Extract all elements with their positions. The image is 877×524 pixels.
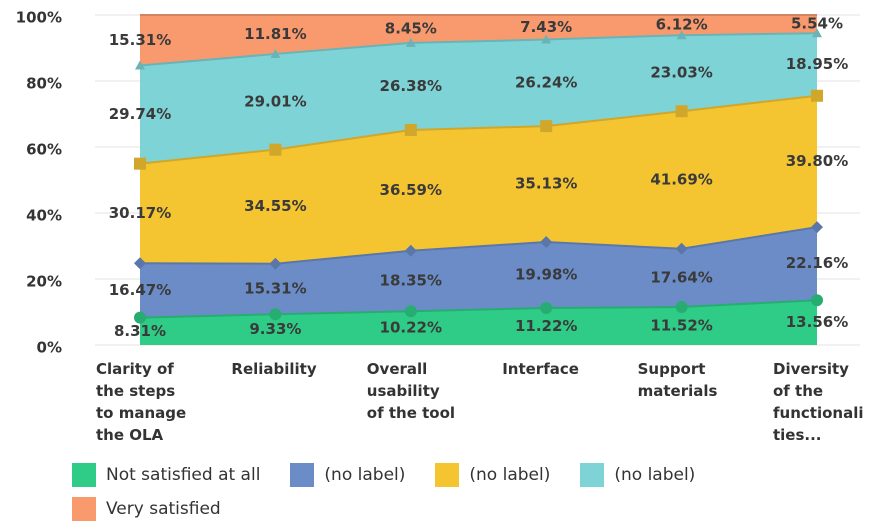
legend-item: Very satisfied [72,496,221,522]
area [140,95,817,264]
marker [811,294,823,307]
marker [270,48,281,58]
value-label: 41.69% [650,170,712,188]
legend-swatch [435,463,460,487]
marker [269,257,282,270]
value-label: 30.17% [109,204,171,222]
marker [404,123,417,136]
marker [540,120,553,133]
area [140,33,817,164]
area-line [139,226,818,265]
y-tick-label: 60% [26,141,62,159]
value-label: 8.45% [385,19,437,37]
x-tick-label: Diversity of the functionalities... [773,360,864,444]
legend-label: Very satisfied [106,499,221,519]
value-label: 13.56% [786,313,848,331]
marker [135,60,145,70]
x-tick-label: Clarity of the steps to manage the OLA [96,360,187,444]
marker [269,308,282,321]
value-label: 15.31% [244,279,306,297]
marker [540,301,553,314]
y-tick-label: 20% [26,273,62,291]
value-label: 11.81% [244,25,306,43]
value-label: 7.43% [520,18,572,36]
value-label: 10.22% [380,319,442,337]
y-tick-label: 100% [16,9,62,27]
value-label: 23.03% [650,64,712,82]
legend-label: (no label) [614,465,696,485]
value-label: 35.13% [515,175,577,193]
x-tick-label: Overall usability of the tool [366,360,456,422]
legend-item: (no label) [290,462,405,488]
marker [405,37,416,47]
legend-label: Not satisfied at all [106,465,261,485]
marker [540,236,553,249]
value-label: 17.64% [650,268,712,286]
x-tick-label: Support materials [637,360,718,400]
legend-item: (no label) [580,462,695,488]
value-label: 15.31% [109,31,171,49]
legend-swatch [72,497,96,521]
value-label: 34.55% [244,197,306,215]
value-label: 18.95% [786,55,848,73]
x-tick-label: Interface [502,360,579,378]
value-label: 6.12% [656,16,708,34]
marker [676,30,687,40]
y-tick-label: 0% [37,339,62,357]
marker [134,311,146,324]
marker [404,244,417,257]
value-label: 39.80% [786,152,848,170]
value-label: 8.31% [114,322,166,340]
marker [811,89,823,102]
value-label: 5.54% [791,15,843,33]
value-label: 11.52% [650,316,712,334]
x-tick-label: Reliability [231,360,317,378]
legend: Not satisfied at all (no label) (no label)… [72,462,812,522]
y-tick-label: 40% [26,207,62,225]
legend-swatch [580,463,605,487]
area [140,227,817,318]
area-line [139,32,818,67]
marker [675,242,688,255]
value-label: 16.47% [109,281,171,299]
plot: 0% 20% 40% 60% 80% 100% 8.31% 9.33% 10.22% 11.22%… [16,9,860,357]
area-line [139,94,818,165]
value-label: 26.38% [380,77,442,95]
marker [675,105,688,118]
value-label: 9.33% [249,320,301,338]
marker [134,157,146,170]
legend-item: Not satisfied at all [72,462,260,488]
y-tick-label: 80% [26,75,62,93]
marker [269,143,282,156]
area [140,300,817,345]
area-line [139,299,818,319]
marker [811,221,823,234]
legend-label: (no label) [469,465,551,485]
legend-swatch [72,463,96,487]
legend-item: (no label) [435,462,550,488]
value-label: 29.74% [109,105,171,123]
legend-label: (no label) [324,465,406,485]
marker [134,257,146,270]
marker [675,300,688,313]
value-label: 26.24% [515,73,577,91]
value-label: 19.98% [515,266,577,284]
marker [812,28,822,38]
legend-swatch [290,463,315,487]
marker [541,34,552,44]
marker [404,305,417,318]
value-label: 18.35% [380,271,442,289]
value-label: 36.59% [380,181,442,199]
value-label: 22.16% [786,254,848,272]
value-label: 11.22% [515,317,577,335]
value-label: 29.01% [244,92,306,110]
